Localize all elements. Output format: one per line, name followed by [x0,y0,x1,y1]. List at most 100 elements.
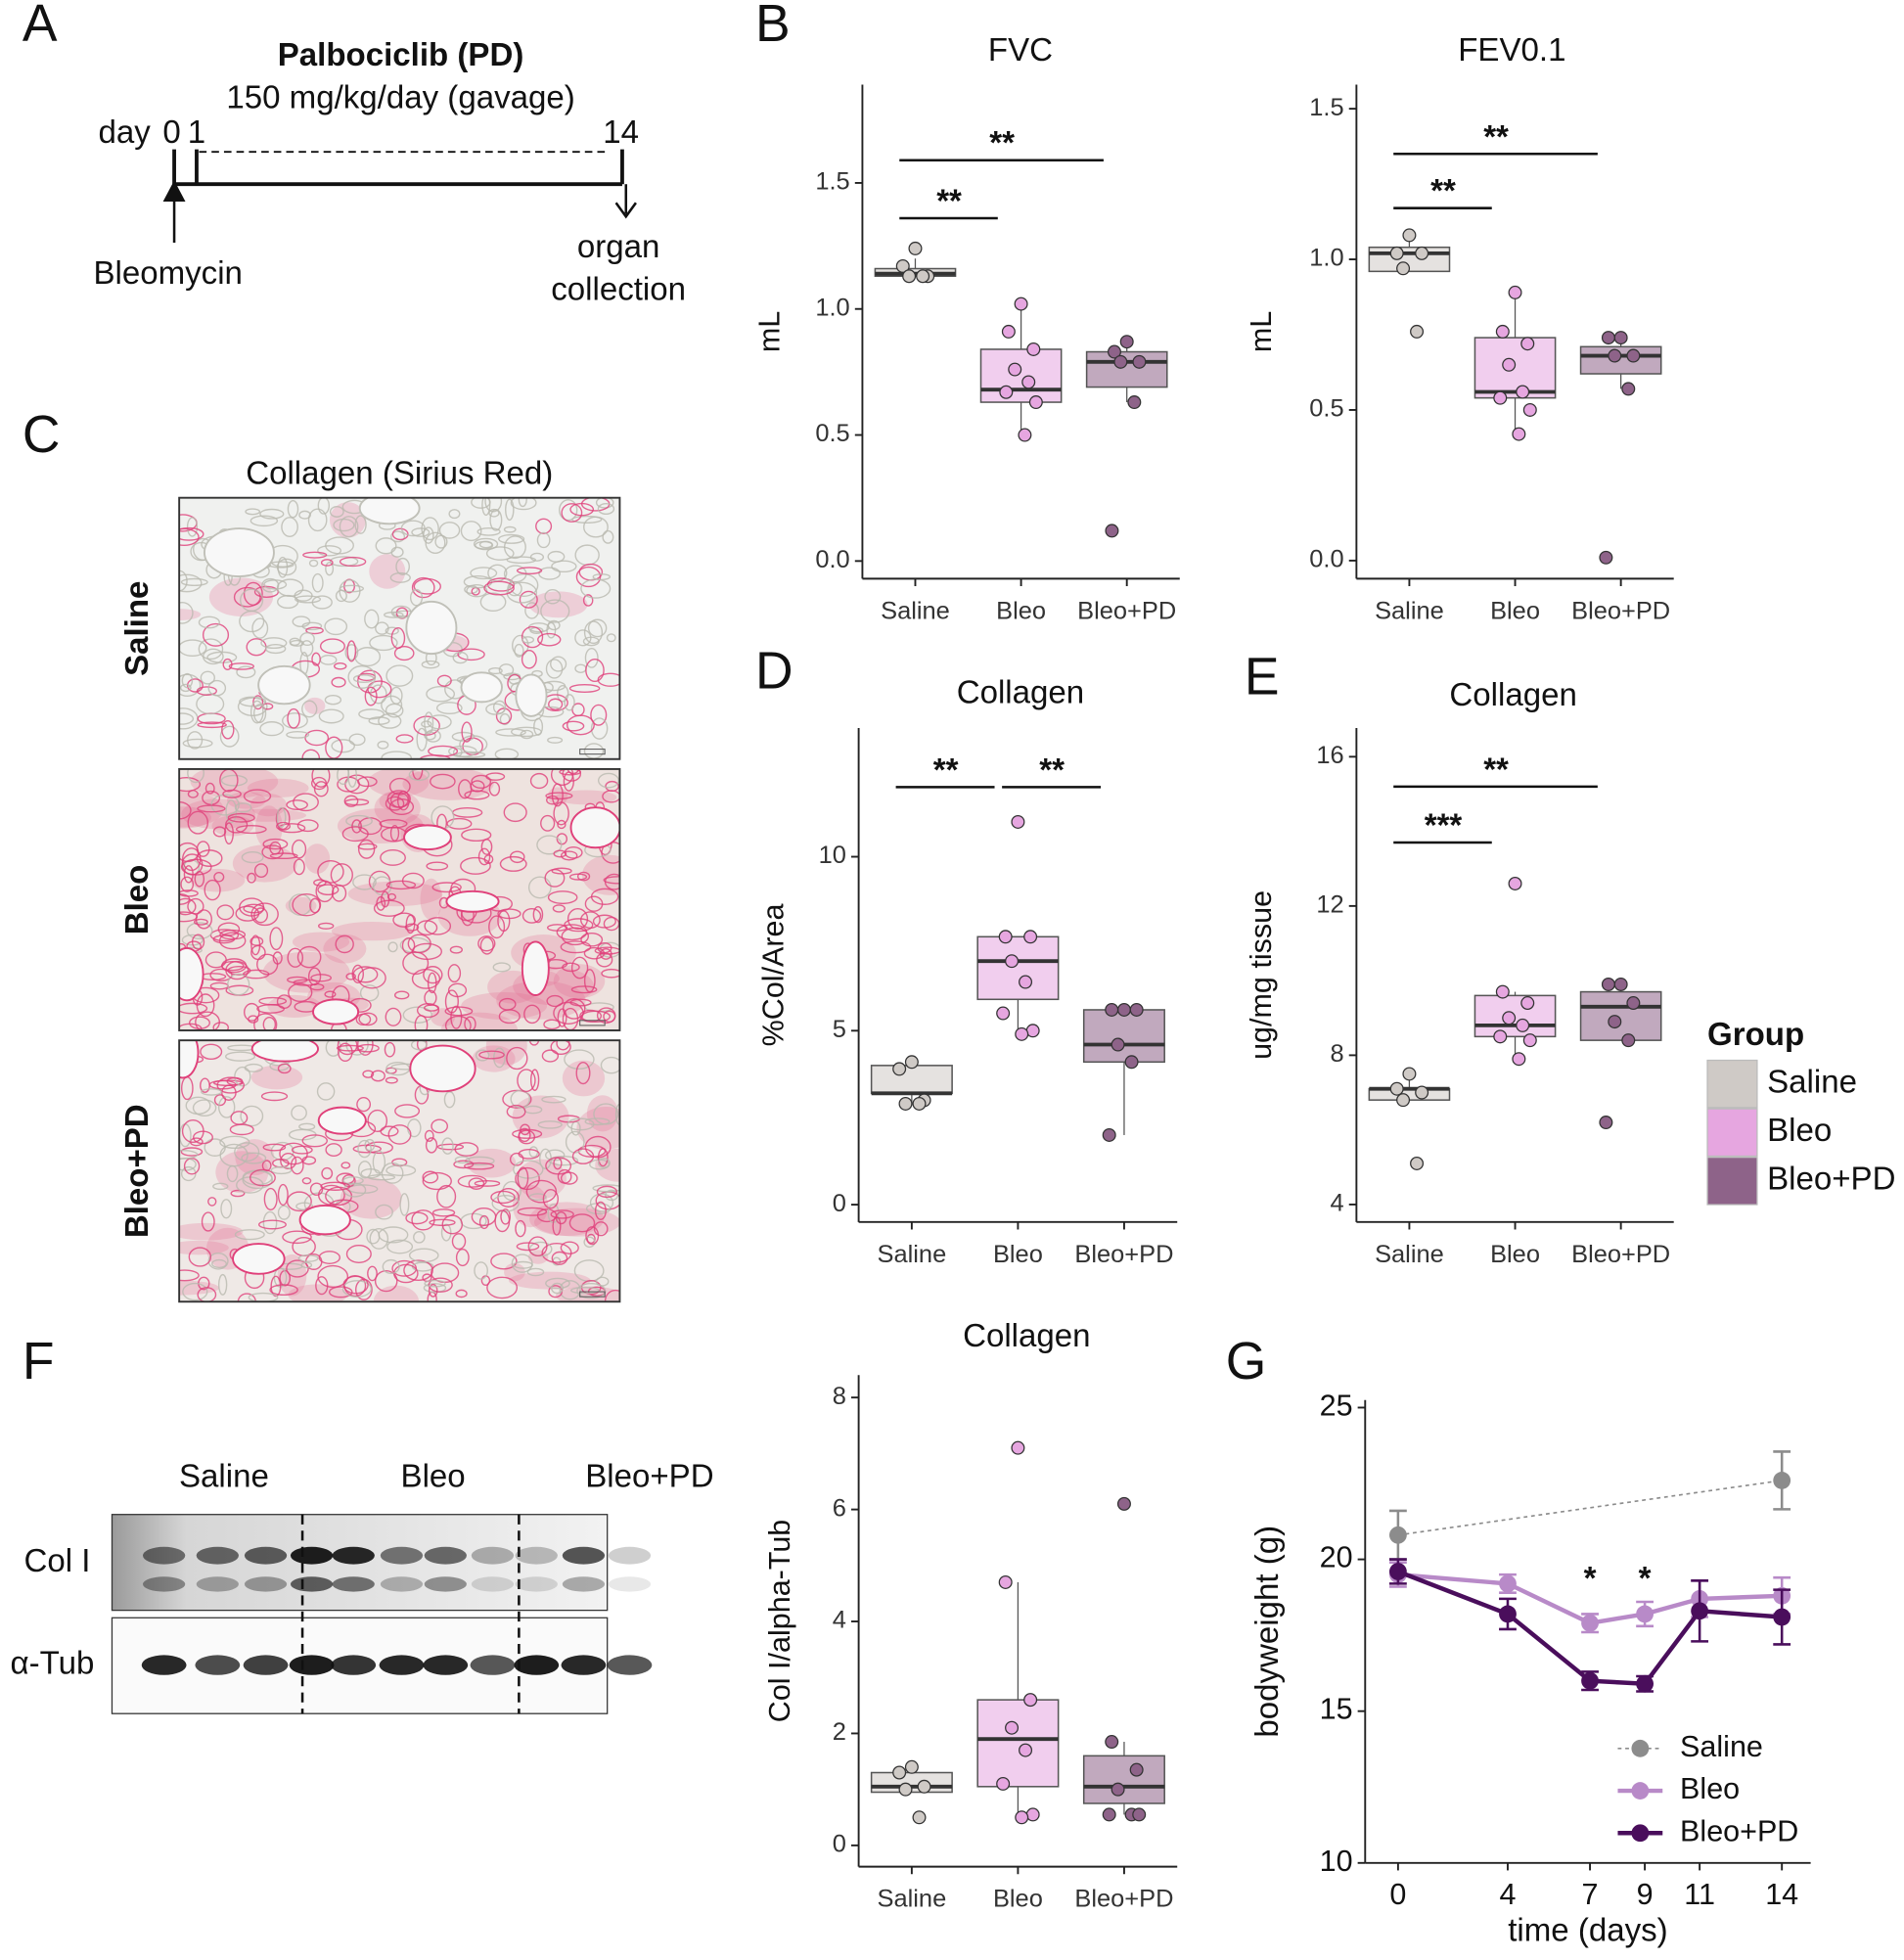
alveolus [305,626,324,635]
alveolus [331,739,356,753]
alveolus [478,1214,490,1230]
alveolus [324,694,342,706]
alveolus [200,1043,223,1061]
alveolus [471,1208,497,1227]
legend-label: Bleo [1680,1772,1740,1805]
alveolus [313,781,329,798]
x-tick-label: Saline [1375,1241,1444,1268]
collagen-stain [340,1177,402,1219]
legend-title: Group [1707,1017,1804,1053]
alveolus [236,665,256,679]
alveolus [569,502,595,517]
alveolus [335,934,354,954]
collagen-stain [528,591,588,618]
alveolus [346,640,357,662]
alveolus [562,720,585,732]
alveolus [276,578,304,597]
data-point [1402,228,1417,243]
band [515,1546,558,1565]
data-point [1508,285,1522,299]
alveolus [518,1129,536,1145]
alveolus [179,1023,203,1031]
alveolus [486,1276,519,1299]
alveolus [416,920,438,935]
alveolus [601,968,620,979]
band [471,1546,515,1565]
alveolus [441,1214,464,1235]
band [143,1546,186,1565]
alveolus [557,684,569,703]
data-point [1495,324,1510,339]
alveolus [545,659,564,679]
alveolus [181,847,202,872]
alveolus [497,1187,520,1208]
alveolus [593,1221,609,1237]
alveolus [569,998,592,1007]
alveolus [517,1207,548,1216]
band [470,1655,516,1675]
y-axis-label: %Col/Area [756,903,790,1046]
data-point [1014,296,1028,311]
alveolus [606,633,616,643]
alveolus [537,632,562,647]
alveolus [347,664,377,689]
blot-row-label: α-Tub [11,1645,95,1681]
alveolus [528,1193,547,1202]
alveolus [201,1211,215,1232]
data-point [1773,1472,1791,1489]
alveolus [499,855,527,872]
band [608,1576,652,1592]
band [380,1576,424,1592]
data-point [898,1096,913,1111]
alveolus [377,740,389,750]
y-tick-label: 8 [833,1383,846,1410]
band [424,1546,467,1565]
alveolus [592,914,616,929]
data-point [1608,348,1622,363]
alveolus [597,503,615,516]
alveolus [457,1174,487,1188]
y-axis-label: mL [753,311,787,352]
alveolus [235,825,267,835]
series-line [1397,1480,1783,1536]
alveolus [590,704,608,726]
alveolus [352,674,375,684]
alveolus [357,1161,372,1179]
alveolus [488,508,500,518]
alveolus [296,819,319,833]
alveolus [535,518,553,534]
alveolus [240,588,264,613]
box [1579,990,1662,1041]
alveolus [453,1160,475,1169]
alveolus [436,1143,465,1151]
alveolus [492,962,512,973]
alveolus [331,676,346,688]
alveolus [243,789,272,803]
data-point [1111,1782,1125,1797]
y-tick-label: 2 [833,1718,846,1746]
alveolus [481,497,491,517]
alveolus [222,658,233,670]
alveolus [521,636,535,644]
alveolus [510,497,537,511]
box [870,1065,953,1095]
scale-bar [579,749,606,755]
data-point [1601,331,1615,345]
alveolus [292,839,307,859]
data-point [996,1776,1011,1791]
alveolus [378,1226,409,1244]
alveolus [575,1061,591,1085]
airspace [358,497,421,525]
alveolus [560,1241,579,1254]
data-point [1026,342,1041,356]
alveolus [404,923,420,932]
alveolus [488,915,506,939]
x-tick-label: 7 [1582,1878,1599,1911]
alveolus [532,905,544,924]
alveolus [390,530,406,543]
alveolus [369,634,398,652]
alveolus [597,772,619,789]
band [141,1655,187,1675]
alveolus [239,897,265,917]
data-point [998,930,1013,944]
